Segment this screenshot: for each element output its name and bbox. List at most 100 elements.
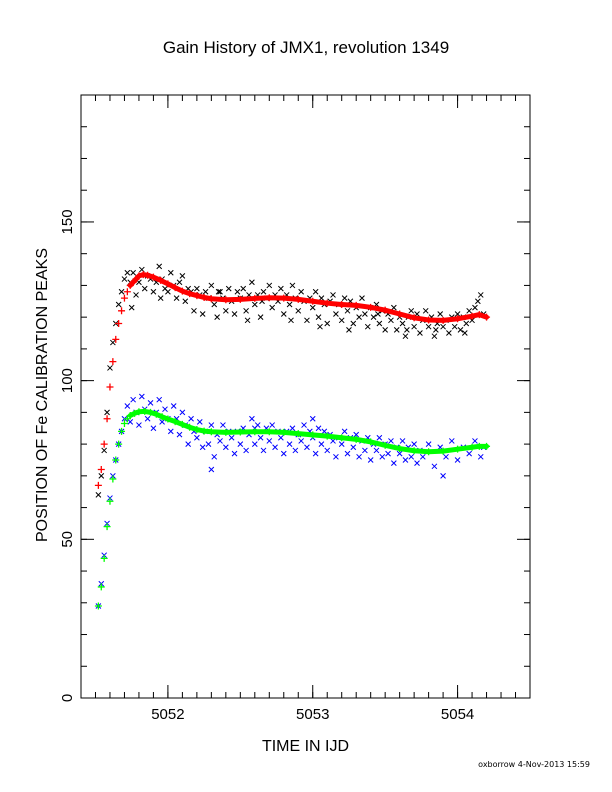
- data-point: [136, 422, 142, 428]
- data-point: [272, 444, 278, 451]
- data-point: [98, 472, 105, 479]
- x-tick-label: 5054: [441, 706, 474, 723]
- data-point: [266, 438, 273, 444]
- data-point: [251, 301, 258, 308]
- series-1: [94, 271, 491, 489]
- series-3: [94, 407, 491, 610]
- data-point: [457, 326, 464, 333]
- data-point: [446, 330, 452, 336]
- data-point: [244, 317, 251, 324]
- data-point: [208, 282, 215, 289]
- data-point: [124, 269, 131, 276]
- data-point: [364, 323, 371, 330]
- data-point: [130, 396, 136, 403]
- data-point: [454, 457, 461, 463]
- data-point: [104, 409, 110, 416]
- data-point: [301, 422, 307, 428]
- data-point: [217, 288, 223, 295]
- data-point: [373, 447, 380, 454]
- data-point: [333, 453, 339, 460]
- data-point: [100, 440, 108, 448]
- data-point: [156, 263, 163, 270]
- x-axis-label: TIME IN IJD: [261, 738, 350, 755]
- data-point: [179, 409, 186, 416]
- data-point: [312, 288, 319, 295]
- data-point: [199, 311, 206, 317]
- data-point: [333, 311, 339, 317]
- data-point: [257, 314, 264, 321]
- data-point: [324, 320, 331, 327]
- data-point: [138, 393, 145, 400]
- data-point: [118, 427, 126, 435]
- data-point: [356, 453, 362, 460]
- data-point: [338, 441, 345, 447]
- data-point: [97, 583, 105, 591]
- data-point: [309, 304, 316, 311]
- data-point: [315, 425, 322, 432]
- data-point: [257, 434, 264, 441]
- data-point: [289, 282, 296, 289]
- data-point: [115, 301, 122, 308]
- data-point: [162, 406, 168, 413]
- major-ticks: [81, 95, 530, 699]
- data-point: [167, 269, 174, 276]
- data-point: [346, 326, 352, 333]
- data-point: [167, 428, 174, 435]
- data-point: [338, 317, 345, 324]
- data-point: [222, 444, 229, 451]
- series-2: [95, 393, 487, 609]
- data-point: [199, 444, 206, 451]
- data-point: [127, 419, 134, 425]
- data-point: [461, 330, 468, 336]
- data-point: [94, 481, 102, 489]
- data-point: [288, 317, 294, 324]
- data-point: [112, 456, 120, 464]
- data-point: [402, 457, 409, 463]
- data-point: [115, 320, 123, 328]
- data-point: [317, 323, 323, 330]
- data-point: [231, 311, 238, 317]
- data-point: [202, 288, 209, 295]
- data-point: [367, 457, 374, 463]
- data-point: [101, 447, 108, 454]
- data-point: [298, 438, 305, 444]
- data-point: [215, 288, 222, 295]
- data-point: [176, 431, 183, 438]
- data-point: [448, 438, 455, 444]
- data-point: [298, 288, 305, 295]
- data-point: [411, 323, 417, 330]
- data-point: [191, 307, 197, 314]
- data-point: [128, 304, 135, 311]
- y-tick-label: 50: [59, 531, 76, 548]
- data-point: [393, 326, 400, 333]
- data-point: [385, 450, 391, 457]
- data-point: [106, 497, 114, 505]
- data-point: [107, 365, 113, 371]
- data-point: [350, 444, 357, 451]
- data-point: [141, 285, 148, 292]
- data-point: [103, 523, 111, 531]
- data-point: [475, 298, 481, 305]
- data-point: [194, 434, 200, 441]
- fit-curve: [127, 272, 490, 323]
- fit-curve: [127, 408, 490, 455]
- data-point: [330, 292, 336, 298]
- data-point: [121, 276, 128, 282]
- data-point: [408, 307, 415, 314]
- data-point: [315, 314, 322, 321]
- data-point: [260, 447, 267, 454]
- data-point: [109, 475, 117, 483]
- data-point: [388, 438, 394, 444]
- data-point: [431, 463, 438, 470]
- data-point: [472, 438, 478, 444]
- data-point: [344, 450, 351, 457]
- data-point: [370, 314, 377, 321]
- data-point: [237, 441, 244, 447]
- data-point: [324, 447, 331, 454]
- chart-title: Gain History of JMX1, revolution 1349: [162, 38, 450, 57]
- data-point: [150, 288, 157, 295]
- data-point: [156, 396, 163, 403]
- data-point: [295, 307, 302, 314]
- data-point: [112, 335, 120, 343]
- data-point: [399, 320, 406, 327]
